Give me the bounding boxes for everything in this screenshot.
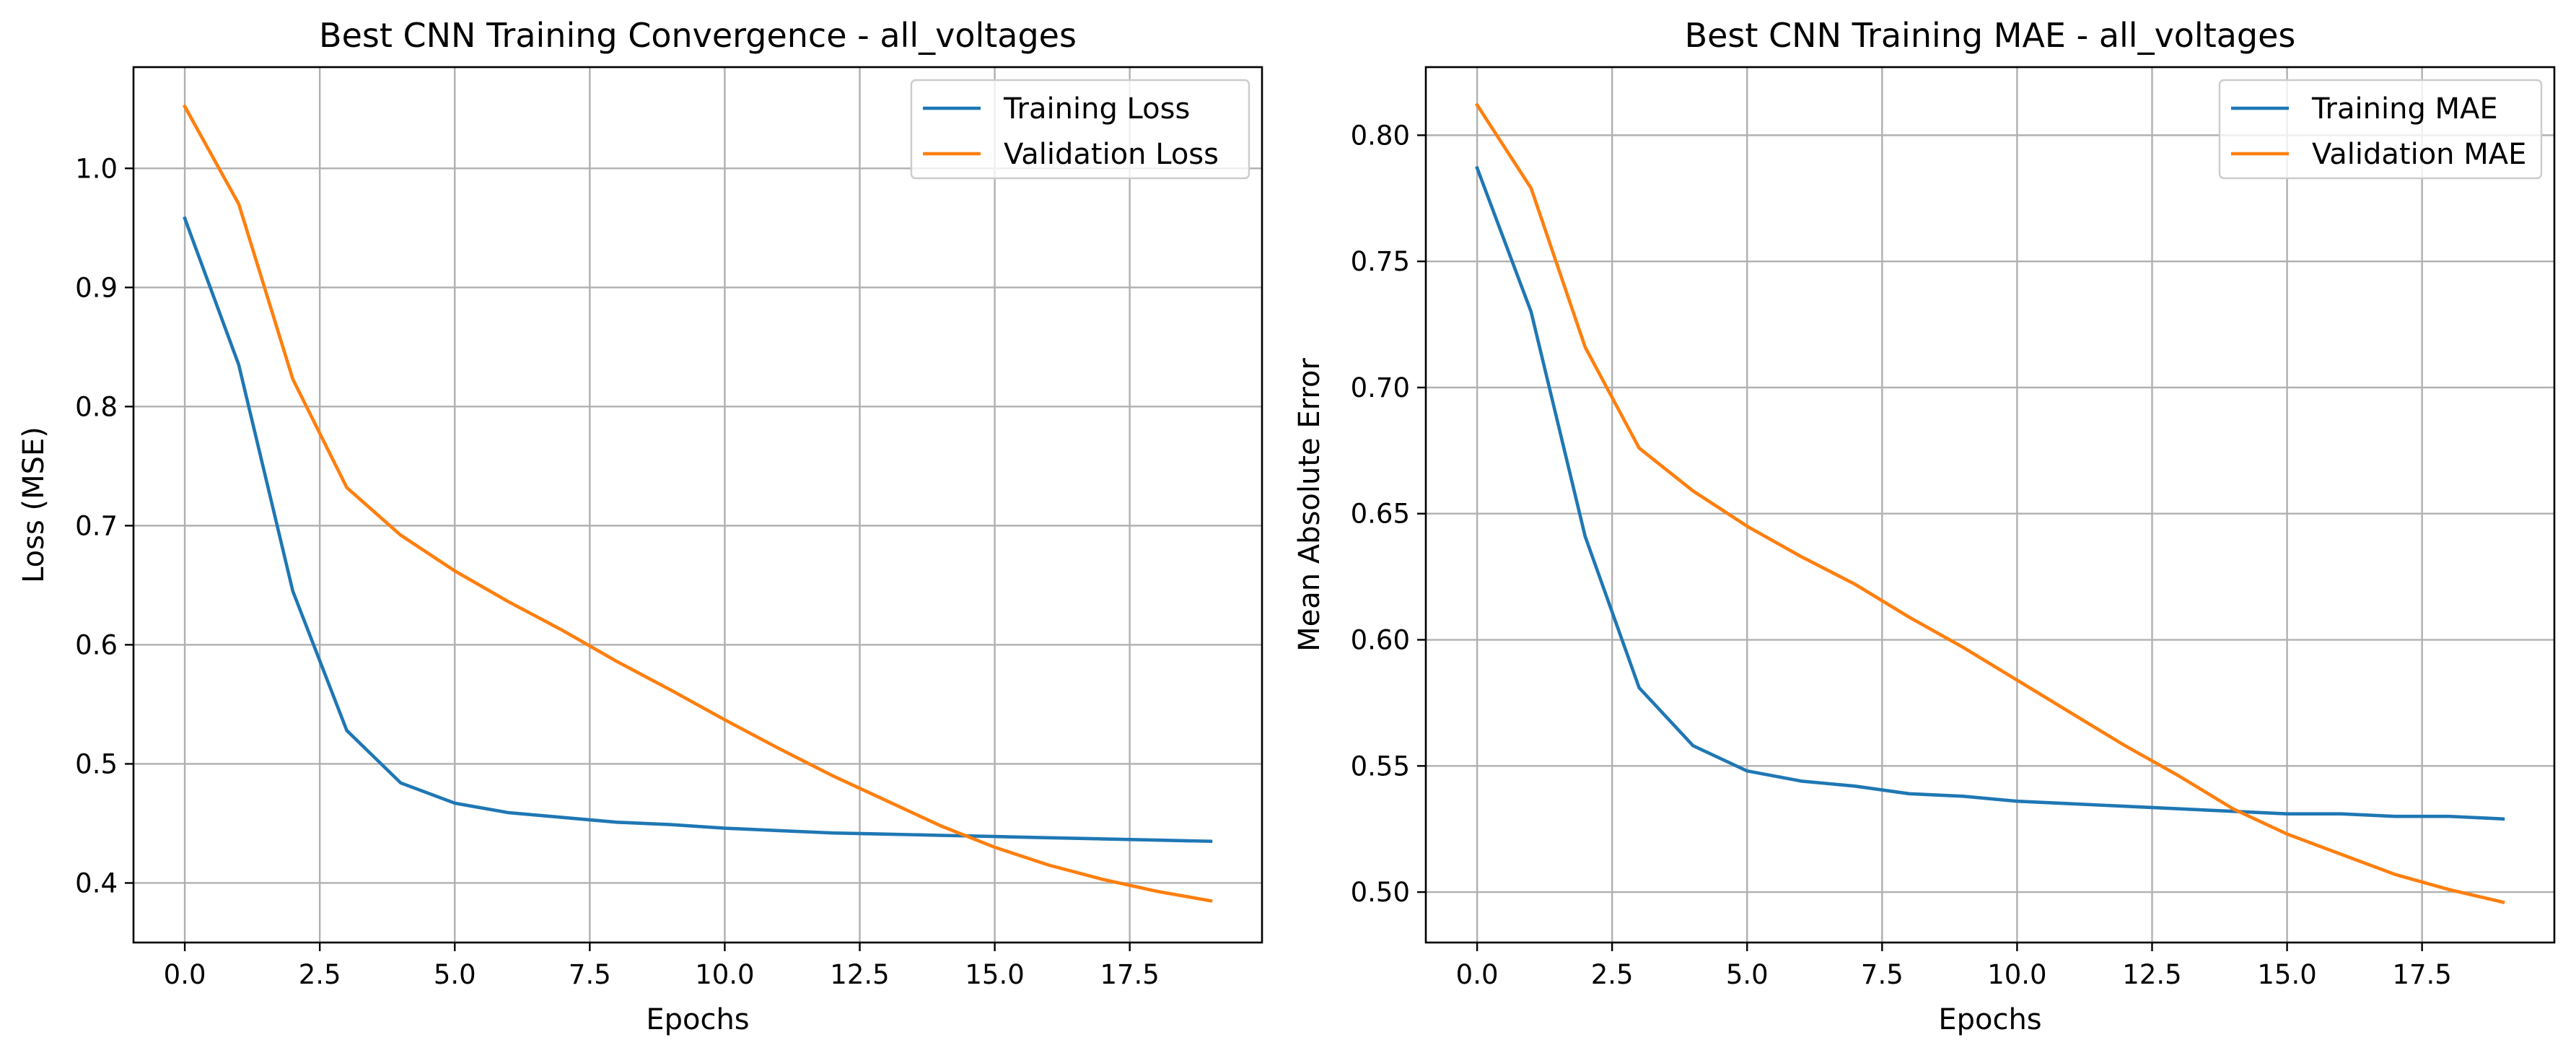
series-line-1 [182,104,1213,903]
y-tick-label: 1.0 [75,153,118,184]
mae-chart: 0.0 2.5 5.0 7.5 10.0 12.5 15.0 17.5 0.50 0.55 0.60… [1293,16,2556,1036]
axes-frame [132,66,1263,944]
y-tick-label: 0.7 [75,510,118,541]
x-tick-label: 2.5 [299,959,341,990]
legend-label-1: Validation Loss [1004,138,1219,171]
y-tick-label: 0.65 [1351,499,1410,530]
y-tick-label: 0.55 [1351,751,1410,782]
loss-chart: 0.0 2.5 5.0 7.5 10.0 12.5 15.0 17.5 0.4 0.5 0.6 0.7… [17,16,1263,1036]
x-axis-label: Epochs [1938,1003,2041,1036]
x-tick-label: 12.5 [830,959,889,990]
series-line-0 [1475,165,2505,821]
legend-box [910,79,1250,180]
x-tick-label: 2.5 [1591,959,1634,990]
legend-label-1: Validation MAE [2312,138,2526,171]
series-line-0 [183,216,1213,844]
y-tick-label: 0.8 [75,391,118,422]
x-tick-label: 17.5 [2392,959,2451,990]
x-axis-label: Epochs [646,1003,749,1036]
legend-box [2218,79,2543,180]
x-tick-label: 0.0 [1456,959,1499,990]
y-tick-label: 0.80 [1351,120,1410,151]
y-tick-label: 0.60 [1351,625,1410,656]
x-tick-label: 7.5 [1861,959,1903,990]
x-tick-label: 10.0 [695,959,754,990]
x-tick-label: 7.5 [569,959,611,990]
chart-title: Best CNN Training MAE - all_voltages [1685,16,2296,55]
y-tick-label: 0.6 [75,629,118,660]
x-tick-label: 5.0 [434,959,476,990]
y-tick-label: 0.75 [1351,246,1410,277]
x-tick-label: 15.0 [2257,959,2316,990]
chart-title: Best CNN Training Convergence - all_volt… [319,16,1077,55]
y-tick-label: 0.4 [75,867,118,899]
y-tick-label: 0.50 [1351,877,1410,908]
axes-frame [1424,66,2556,944]
x-tick-label: 12.5 [2122,959,2181,990]
y-axis-label: Loss (MSE) [17,427,51,583]
y-tick-label: 0.5 [75,748,118,779]
legend-label-0: Training MAE [2311,92,2498,126]
y-tick-label: 0.9 [75,272,118,303]
x-tick-label: 17.5 [1100,959,1159,990]
x-tick-label: 10.0 [1987,959,2046,990]
series-line-1 [1474,102,2505,904]
y-axis-label: Mean Absolute Error [1293,358,1326,652]
x-tick-label: 15.0 [965,959,1024,990]
legend-label-0: Training Loss [1003,92,1190,126]
x-tick-label: 0.0 [164,959,206,990]
x-tick-label: 5.0 [1726,959,1769,990]
y-tick-label: 0.70 [1351,372,1410,403]
